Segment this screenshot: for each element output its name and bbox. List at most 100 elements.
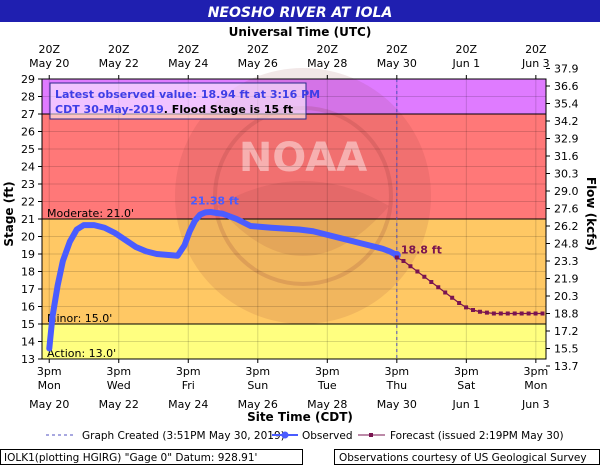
forecast-point bbox=[436, 285, 441, 290]
y-left-tick-label: 29 bbox=[21, 73, 35, 86]
info-line-2: CDT 30-May-2019. Flood Stage is 15 ft bbox=[55, 103, 293, 116]
forecast-point bbox=[471, 308, 476, 312]
legend-forecast-marker bbox=[369, 433, 373, 437]
top-tick-label-time: 20Z bbox=[317, 43, 339, 56]
top-tick-label-time: 20Z bbox=[108, 43, 130, 56]
y-right-tick-label: 30.3 bbox=[554, 168, 579, 181]
y-right-tick-label: 18.8 bbox=[554, 308, 579, 321]
footer: IOLK1(plotting HGIRG) "Gage 0" Datum: 92… bbox=[0, 449, 600, 465]
bottom-tick-label-date: May 26 bbox=[238, 398, 278, 411]
legend-observed-marker bbox=[281, 431, 289, 439]
y-left-tick-label: 28 bbox=[21, 91, 35, 104]
watermark-text: NOAA bbox=[239, 135, 367, 181]
footer-datum: IOLK1(plotting HGIRG) "Gage 0" Datum: 92… bbox=[4, 452, 257, 464]
title-bar bbox=[0, 0, 600, 22]
forecast-point bbox=[401, 259, 406, 263]
bottom-tick-label-time: 3pm bbox=[106, 365, 131, 378]
y-right-tick-label: 20.3 bbox=[554, 290, 579, 303]
top-tick-label-date: May 20 bbox=[29, 57, 69, 70]
stage-band-0 bbox=[42, 324, 546, 359]
y-left-tick-label: 25 bbox=[21, 143, 35, 156]
bottom-tick-label-time: 3pm bbox=[523, 365, 548, 378]
y-right-tick-label: 27.6 bbox=[554, 203, 579, 216]
top-tick-label-date: Jun 3 bbox=[521, 57, 550, 70]
y-right-tick-label: 29.0 bbox=[554, 185, 579, 198]
y-right-tick-label: 31.6 bbox=[554, 150, 579, 163]
forecast-point bbox=[498, 311, 503, 316]
forecast-point bbox=[526, 311, 531, 316]
bottom-tick-label-day: Wed bbox=[107, 379, 131, 392]
forecast-point bbox=[477, 309, 482, 314]
bottom-tick-label-day: Tue bbox=[317, 379, 337, 392]
forecast-point bbox=[512, 311, 517, 316]
bottom-tick-label-day: Mon bbox=[524, 379, 547, 392]
stage-band-2 bbox=[42, 114, 546, 219]
info-box-frame bbox=[49, 82, 307, 120]
y-right-tick-label: 17.2 bbox=[554, 325, 579, 338]
forecast-point bbox=[450, 295, 455, 300]
y-right-tick-label: 32.9 bbox=[554, 133, 579, 146]
top-tick-label-time: 20Z bbox=[386, 43, 408, 56]
y-left-tick-label: 15 bbox=[21, 318, 35, 331]
legend-forecast: Forecast (issued 2:19PM May 30) bbox=[390, 430, 564, 442]
y-left-tick-label: 21 bbox=[21, 213, 35, 226]
y-right-axis-title: Flow (kcfs) bbox=[584, 177, 598, 251]
top-tick-label-date: May 30 bbox=[377, 57, 417, 70]
info-line-1: Latest observed value: 18.94 ft at 3:16 … bbox=[55, 88, 320, 101]
info-box: Latest observed value: 18.94 ft at 3:16 … bbox=[49, 82, 320, 120]
top-tick-label-date: May 22 bbox=[99, 57, 139, 70]
legend: Graph Created (3:51PM May 30, 2019) Obse… bbox=[46, 430, 564, 442]
forecast-point bbox=[457, 301, 462, 305]
forecast-point bbox=[443, 290, 448, 295]
bottom-tick-label-time: 3pm bbox=[454, 365, 479, 378]
annotations: 21.38 ft 18.8 ft bbox=[190, 194, 442, 256]
top-tick-label-time: 20Z bbox=[247, 43, 269, 56]
forecast-point bbox=[505, 311, 510, 316]
y-left-tick-label: 20 bbox=[21, 231, 35, 244]
y-left-axis-title: Stage (ft) bbox=[2, 181, 16, 246]
bottom-tick-label-day: Sat bbox=[457, 379, 476, 392]
bottom-tick-label-time: 3pm bbox=[37, 365, 62, 378]
y-right-tick-label: 26.2 bbox=[554, 220, 579, 233]
bottom-tick-label-date: May 28 bbox=[307, 398, 347, 411]
stage-band-1 bbox=[42, 219, 546, 324]
bottom-tick-label-date: May 24 bbox=[168, 398, 208, 411]
forecast-point bbox=[464, 305, 469, 310]
forecast-line bbox=[396, 256, 543, 315]
top-tick-label-date: May 24 bbox=[168, 57, 208, 70]
top-tick-label-time: 20Z bbox=[177, 43, 199, 56]
bottom-tick-label-date: Jun 1 bbox=[451, 398, 480, 411]
bottom-tick-label-day: Mon bbox=[38, 379, 61, 392]
forecast-point bbox=[429, 280, 434, 284]
top-tick-label-date: May 28 bbox=[307, 57, 347, 70]
bottom-tick-label-time: 3pm bbox=[176, 365, 201, 378]
forecast-point bbox=[540, 311, 545, 316]
bottom-tick-label-date: May 20 bbox=[29, 398, 69, 411]
bottom-tick-label-day: Sun bbox=[247, 379, 268, 392]
y-right-tick-label: 36.6 bbox=[554, 80, 579, 93]
stage-line-label: Action: 13.0' bbox=[47, 347, 116, 360]
stage-line-label: Minor: 15.0' bbox=[47, 312, 112, 325]
forecast-point bbox=[394, 255, 399, 260]
y-left-tick-label: 16 bbox=[21, 301, 35, 314]
y-left-tick-label: 18 bbox=[21, 266, 35, 279]
y-left-tick-label: 13 bbox=[21, 353, 35, 366]
y-right-tick-label: 21.9 bbox=[554, 273, 579, 286]
watermark-seal bbox=[175, 68, 431, 324]
bottom-tick-label-day: Thu bbox=[385, 379, 407, 392]
top-axis-title: Universal Time (UTC) bbox=[229, 25, 372, 39]
bottom-tick-label-time: 3pm bbox=[315, 365, 340, 378]
top-tick-label-date: May 26 bbox=[238, 57, 278, 70]
chart-title: NEOSHO RIVER AT IOLA bbox=[208, 5, 393, 21]
axis-ticks: 13 14 15 16 17 18 19 20 21 22 23 24 25 26 27 28 29 13.7 15… bbox=[21, 43, 579, 411]
bottom-tick-label-date: May 30 bbox=[377, 398, 417, 411]
y-right-tick-label: 23.3 bbox=[554, 255, 579, 268]
forecast-point bbox=[422, 274, 427, 279]
info-flood-stage: . Flood Stage is 15 ft bbox=[164, 103, 293, 116]
y-left-tick-label: 19 bbox=[21, 248, 35, 261]
info-date: CDT 30-May-2019 bbox=[55, 103, 164, 116]
y-right-tick-label: 13.7 bbox=[554, 360, 579, 373]
y-left-tick-label: 14 bbox=[21, 336, 35, 349]
y-right-tick-label: 35.4 bbox=[554, 98, 579, 111]
